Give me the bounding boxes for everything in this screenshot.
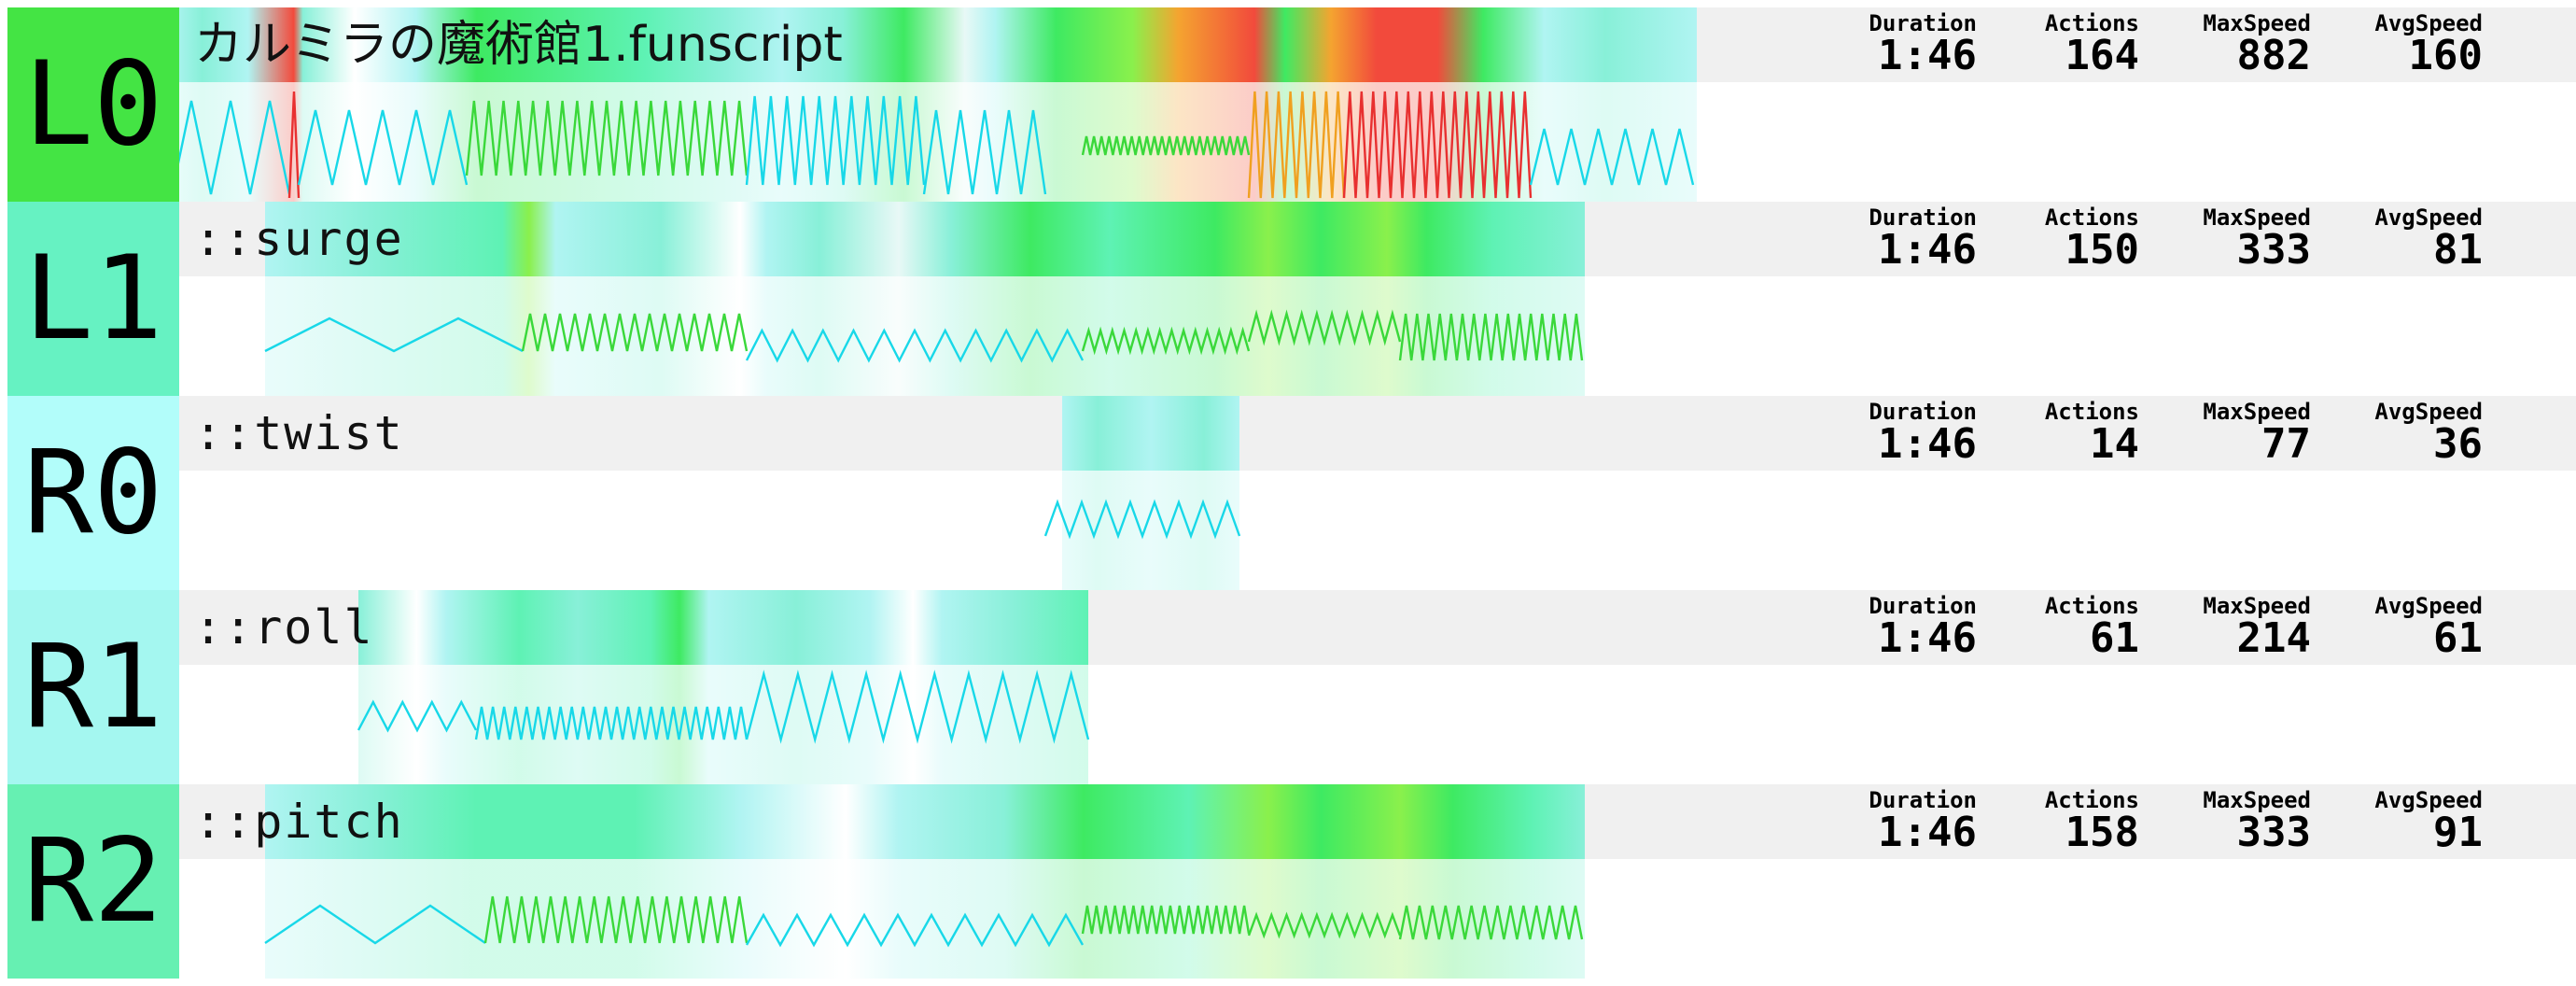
track-row-r1[interactable]: R1 ::roll Duration 1:46 Actions 61 MaxSpee… xyxy=(7,590,2576,784)
waveform-segment xyxy=(521,313,749,352)
waveform xyxy=(264,895,1584,948)
waveform-segment xyxy=(1081,135,1251,156)
title-bar xyxy=(179,396,2576,471)
waveform-segment xyxy=(483,895,749,944)
waveform-segment xyxy=(745,95,926,186)
script-title: ::pitch xyxy=(194,795,404,849)
waveform-segment xyxy=(357,699,478,733)
track-row-l0[interactable]: L0 カルミラの魔術館1.funscript Duration 1:46 Acti… xyxy=(7,7,2576,202)
waveform xyxy=(264,309,1584,363)
waveform-segment xyxy=(1247,911,1402,939)
heatmap-strip-faded xyxy=(265,276,1585,396)
heatmap-strip-faded xyxy=(265,859,1585,979)
axis-label: L0 xyxy=(7,7,179,202)
waveform-segment xyxy=(1398,313,1584,361)
waveform-segment xyxy=(170,100,291,195)
script-title: ::surge xyxy=(194,212,404,266)
waveform-segment xyxy=(297,109,469,186)
waveform-segment xyxy=(1081,905,1251,935)
waveform-segment xyxy=(474,706,749,740)
script-title: ::twist xyxy=(194,406,404,460)
axis-label: R2 xyxy=(7,784,179,979)
heatmap-strip xyxy=(172,7,1697,82)
heatmap-strip xyxy=(358,590,1088,665)
waveform-segment xyxy=(465,100,749,176)
axis-label: R0 xyxy=(7,396,179,590)
waveform-segment xyxy=(1247,309,1402,346)
waveform xyxy=(357,669,1090,744)
track-row-l1[interactable]: L1 ::surge Duration 1:46 Actions 150 MaxSp… xyxy=(7,202,2576,396)
heatmap-strip xyxy=(265,784,1585,859)
waveform-segment xyxy=(287,91,301,199)
waveform-segment xyxy=(1043,499,1241,540)
waveform-segment xyxy=(745,328,1085,363)
waveform-segment xyxy=(922,109,1047,195)
waveform xyxy=(1043,499,1241,540)
track-row-r2[interactable]: R2 ::pitch Duration 1:46 Actions 158 MaxSp… xyxy=(7,784,2576,979)
axis-label: R1 xyxy=(7,590,179,784)
track-row-r0[interactable]: R0 ::twist Duration 1:46 Actions 14 MaxSpe… xyxy=(7,396,2576,590)
script-title: ::roll xyxy=(194,600,374,655)
waveform-segment xyxy=(1081,326,1251,356)
heatmap-strip xyxy=(265,202,1585,276)
axis-label: L1 xyxy=(7,202,179,396)
waveform-segment xyxy=(1342,91,1533,199)
waveform-segment xyxy=(264,904,486,945)
waveform-segment xyxy=(264,317,524,353)
waveform-segment xyxy=(1247,91,1346,199)
script-title: カルミラの魔術館1.funscript xyxy=(194,17,843,73)
heatmap-strip xyxy=(1062,396,1239,471)
waveform xyxy=(170,91,1695,199)
waveform-segment xyxy=(1398,905,1584,940)
waveform-segment xyxy=(745,912,1085,948)
waveform-segment xyxy=(745,669,1090,744)
waveform-segment xyxy=(1529,128,1695,186)
